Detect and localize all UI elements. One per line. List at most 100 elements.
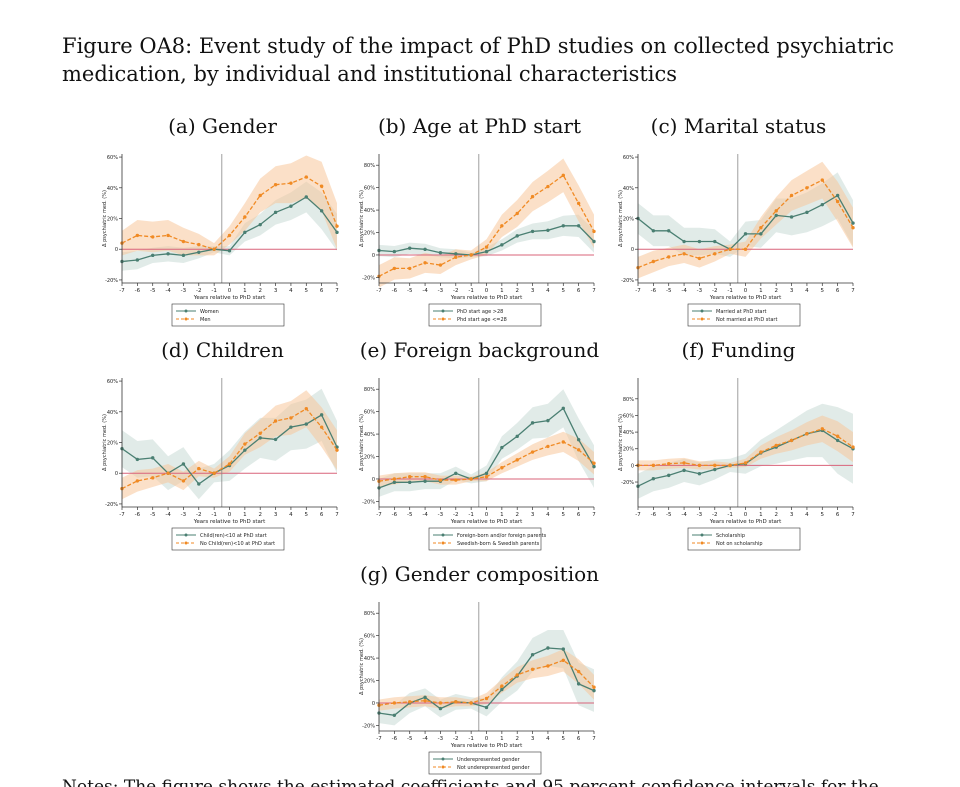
data-point [851,221,855,225]
x-tick-label: 2 [774,288,778,294]
x-tick-label: -4 [422,288,428,294]
data-point [319,413,324,417]
panel-title: (f) Funding [681,338,796,362]
x-tick-label: -2 [453,288,458,294]
data-point [697,472,702,476]
x-tick-label: 2 [515,512,519,518]
data-point [392,266,397,271]
ci-band [379,630,594,726]
legend-box [687,527,801,551]
data-point [759,232,763,236]
x-tick-label: -7 [376,288,382,294]
x-tick-label: 3 [531,512,535,518]
legend-marker [441,533,445,537]
data-point [392,477,397,481]
data-point [759,226,763,230]
x-tick-label: 5 [562,736,566,742]
data-point [166,233,170,238]
y-tick-label: 20% [107,217,118,223]
data-point [576,201,581,206]
x-tick-label: -2 [196,512,201,518]
figure-notes: Notes: The figure shows the estimated co… [62,777,879,787]
data-point [546,646,550,650]
data-point [273,183,278,187]
legend-label: Married at PhD start [716,309,767,315]
data-point [667,229,671,233]
data-point [319,425,324,429]
x-tick-label: 4 [289,288,293,294]
data-point [561,224,565,228]
data-point [743,461,748,465]
data-point [851,445,855,449]
legend-marker [700,541,704,545]
x-tick-label: 2 [774,512,778,518]
y-tick-label: 80% [364,163,375,169]
data-point [851,226,855,230]
y-tick-label: 0 [115,247,118,253]
data-point [135,479,140,483]
x-tick-label: -4 [681,512,687,518]
x-tick-label: -7 [635,512,641,518]
legend-marker [441,757,445,761]
data-point [484,705,489,710]
y-tick-label: -20% [362,723,375,729]
data-point [258,193,262,198]
data-point [469,253,473,257]
x-tick-label: -7 [635,288,641,294]
y-tick-label: 40% [364,656,375,662]
x-tick-label: 5 [305,288,309,294]
ci-band [638,415,853,471]
x-axis-label: Years relative to PhD start [450,743,523,749]
x-tick-label: 3 [790,288,794,294]
x-tick-label: -6 [135,288,141,294]
y-tick-label: -20% [621,480,634,486]
data-point [181,462,186,466]
x-tick-label: -4 [165,512,171,518]
data-point [561,647,565,651]
x-tick-label: 6 [320,288,324,294]
data-point [667,255,671,259]
x-tick-label: 6 [836,512,840,518]
data-point [592,464,596,469]
event-study-chart-funding: -20% 0 20% 40% 60% 80% -7 -6 -5 -4 -3 -2 -1 0 1 2 3 4 5 6 7 Y… [618,378,855,551]
y-tick-label: 60% [107,379,118,385]
data-point [682,468,686,473]
x-tick-label: 2 [515,288,519,294]
y-tick-label: -20% [621,278,634,284]
y-axis-label: Δ psychiatric med. (%) [102,190,108,247]
data-point [515,211,519,216]
data-point [454,700,458,704]
data-point [304,422,308,426]
x-tick-label: 0 [744,288,748,294]
x-tick-label: 5 [562,512,566,518]
data-point [651,463,656,468]
data-point [258,222,262,227]
data-point [546,228,550,232]
legend-label: Not underepresented gender [457,765,530,771]
y-tick-label: 40% [623,430,634,436]
data-point [592,229,596,234]
data-point [835,438,840,443]
x-axis-label: Years relative to PhD start [709,519,782,525]
legend-box [428,527,542,551]
y-tick-label: 40% [364,208,375,214]
x-tick-label: 2 [258,288,262,294]
data-point [454,252,458,256]
ci-band [122,390,337,500]
data-point [469,477,473,481]
data-point [197,242,201,247]
ci-band [379,389,594,497]
y-tick-label: -20% [105,278,118,284]
x-tick-label: 3 [531,288,535,294]
y-tick-label: 0 [372,477,375,483]
legend-marker [441,317,445,321]
panel-title: (g) Gender composition [359,562,600,586]
data-point [289,416,293,420]
data-point [546,664,550,668]
legend-marker [184,541,188,545]
x-tick-label: 7 [851,512,855,518]
data-point [820,427,824,431]
data-point [774,443,778,448]
data-point [713,463,717,468]
data-point [197,482,201,486]
